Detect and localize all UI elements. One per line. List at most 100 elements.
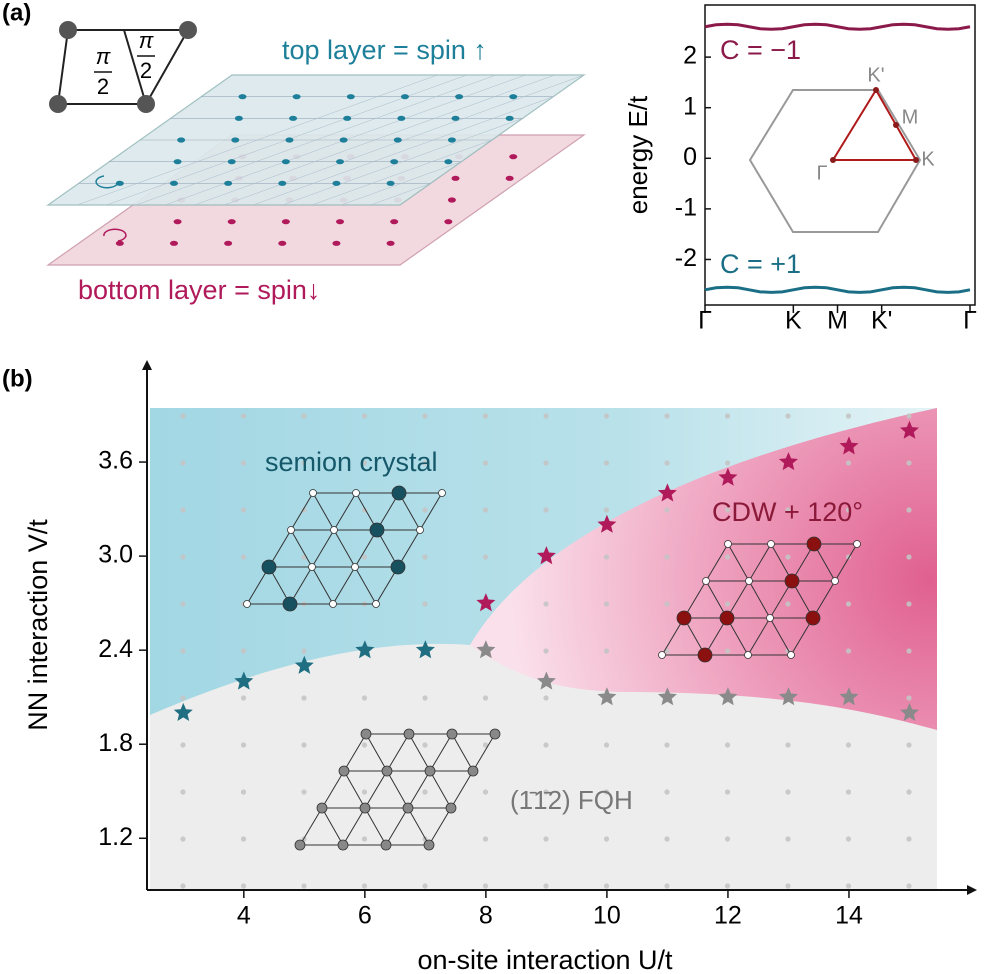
lattice-site	[372, 600, 380, 608]
lattice-site	[391, 485, 407, 501]
sample-dot	[785, 601, 791, 607]
sample-dot	[785, 507, 791, 513]
bond	[661, 543, 729, 656]
lattice-site	[369, 522, 385, 538]
sample-dot	[240, 836, 247, 842]
site	[509, 94, 518, 100]
site	[177, 137, 186, 143]
sample-dot	[785, 742, 791, 748]
sample-dot	[482, 789, 489, 795]
brillouin-zone	[748, 87, 922, 233]
top-layer-label: top layer = spin ↑	[282, 35, 487, 65]
lattice-site	[294, 839, 306, 851]
sample-dot	[543, 413, 549, 419]
phase-boundary-star	[294, 655, 314, 674]
angle-denominator: 2	[140, 58, 152, 83]
panel-label: (b)	[2, 365, 33, 392]
chirality-arrow	[103, 228, 127, 242]
bond	[375, 492, 443, 605]
lattice-site	[337, 839, 349, 851]
bond	[332, 492, 400, 605]
site	[234, 115, 243, 121]
sample-dot	[724, 507, 731, 513]
sample-dot	[603, 648, 610, 654]
site	[281, 219, 290, 225]
site	[386, 180, 395, 186]
sample-dot	[906, 836, 912, 842]
bz-label: K'	[867, 64, 884, 86]
phase-label: (1̄1̄2) FQH	[510, 785, 633, 815]
phase-boundary-star	[900, 420, 919, 439]
plaquette-dots	[49, 21, 197, 113]
sample-dot	[785, 836, 791, 842]
lattice-site	[744, 651, 752, 659]
bond	[704, 543, 772, 656]
sample-dot	[482, 554, 489, 560]
lattice-site	[309, 489, 317, 497]
layer-grid	[77, 74, 438, 206]
site	[285, 137, 294, 143]
sample-dot	[785, 554, 791, 560]
bz-label: K	[921, 148, 935, 170]
lattice-site	[446, 728, 458, 740]
sample-dot	[845, 648, 852, 654]
sample-dot	[724, 742, 731, 748]
sample-dot	[361, 695, 368, 701]
lattice-site	[697, 647, 713, 663]
sample-dot	[482, 742, 489, 748]
lattice-site	[806, 536, 822, 552]
cdw-region	[470, 408, 937, 730]
layer-grid	[135, 74, 497, 206]
sample-dot	[664, 554, 670, 560]
bond	[299, 733, 367, 846]
sample-dot	[664, 460, 670, 466]
sample-dot	[785, 789, 791, 795]
sample-dot	[482, 695, 489, 701]
sample-dot	[603, 554, 610, 560]
lattice-site	[243, 600, 251, 608]
site	[169, 240, 178, 246]
site	[386, 240, 395, 246]
lattice-site	[352, 489, 360, 497]
site	[227, 159, 236, 165]
lattice-site	[831, 577, 839, 585]
sample-dot	[845, 789, 852, 795]
sample-dot	[422, 460, 428, 466]
lattice-site	[676, 610, 692, 626]
bond	[451, 733, 474, 772]
bottom-layer-label: bottom layer = spin↓	[78, 275, 320, 305]
sample-dot	[301, 648, 307, 654]
lattice-site	[853, 540, 861, 548]
sample-dot	[603, 836, 610, 842]
sample-dot	[482, 883, 489, 889]
phase-boundary-star	[536, 546, 556, 565]
bond	[321, 807, 344, 846]
y-tick-label: 2	[683, 42, 697, 70]
sample-dot	[603, 413, 610, 419]
sample-dot	[543, 601, 549, 607]
sample-dot	[785, 413, 791, 419]
sample-dot	[845, 507, 852, 513]
angle-denominator: 2	[97, 74, 109, 99]
sample-dot	[180, 648, 186, 654]
layer-grid	[341, 161, 462, 206]
site	[451, 175, 460, 181]
site	[400, 94, 409, 100]
sample-dot	[664, 742, 670, 748]
phase-boundary-star	[597, 687, 617, 706]
y-axis-label: energy E/t	[623, 95, 653, 214]
lattice-site	[380, 839, 392, 851]
lattice-site	[766, 614, 774, 622]
band-line	[704, 22, 971, 31]
site	[238, 94, 247, 100]
sample-dot	[301, 883, 307, 889]
site	[444, 219, 453, 225]
x-tick-label: Γ	[963, 307, 977, 335]
lattice-site	[329, 600, 337, 608]
bond	[312, 492, 377, 605]
layer-grid	[194, 74, 555, 206]
sample-dot	[845, 413, 852, 419]
band-label: C = −1	[720, 35, 801, 65]
sample-dot	[180, 507, 186, 513]
phase-boundary-star	[718, 687, 738, 706]
